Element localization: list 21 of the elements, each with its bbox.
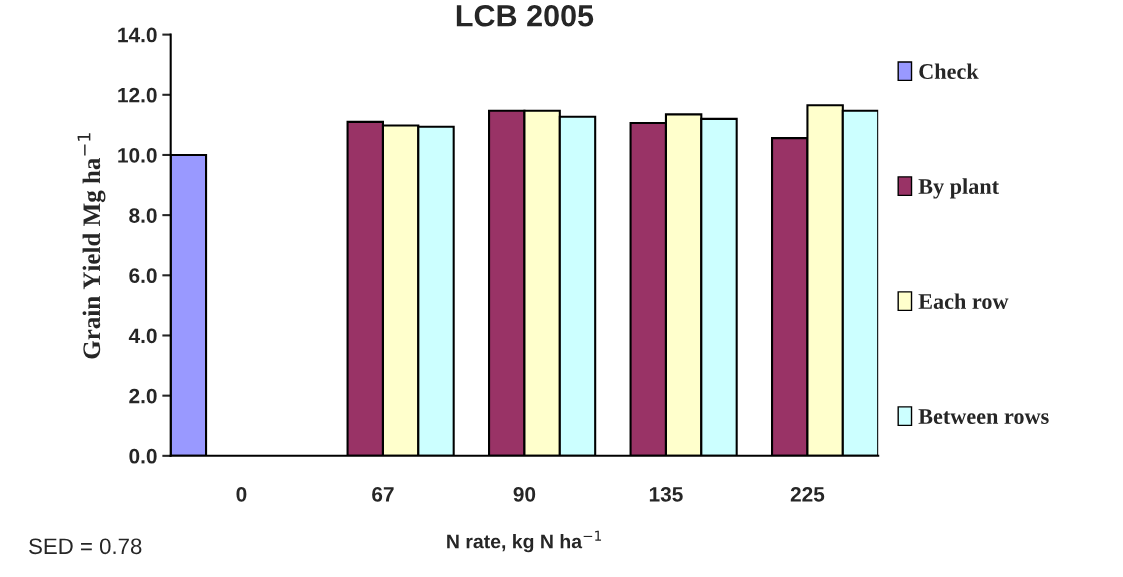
- x-tick-label: 225: [790, 486, 825, 502]
- legend-label: Between rows: [918, 409, 1049, 424]
- y-tick-label: 8.0: [129, 208, 157, 223]
- y-axis-title: Grain Yield Mg ha$^{−1}$: [77, 133, 106, 359]
- y-tick-label: 12.0: [118, 87, 157, 103]
- x-tick-label: 90: [513, 486, 536, 502]
- y-tick-label: 4.0: [128, 328, 157, 344]
- text: SED = 0.78: [29, 538, 142, 555]
- y-tick-label: 0.0: [129, 448, 157, 464]
- legend-label: Check: [919, 63, 979, 80]
- legend-label: By plant: [918, 178, 999, 199]
- y-tick-label: 2.0: [129, 388, 157, 404]
- x-tick-label: 135: [649, 486, 683, 502]
- y-tick-label: 6.0: [129, 268, 157, 284]
- x-axis-title: N rate, kg N ha$^{−1}$: [447, 530, 602, 553]
- y-tick-label: 10.0: [118, 147, 157, 163]
- y-tick-label: 14.0: [118, 27, 157, 43]
- x-tick-label: 67: [372, 486, 394, 502]
- chart-title: LCB 2005: [456, 4, 594, 27]
- x-tick-label: 0: [236, 486, 247, 502]
- legend-label: Each row: [918, 293, 1009, 310]
